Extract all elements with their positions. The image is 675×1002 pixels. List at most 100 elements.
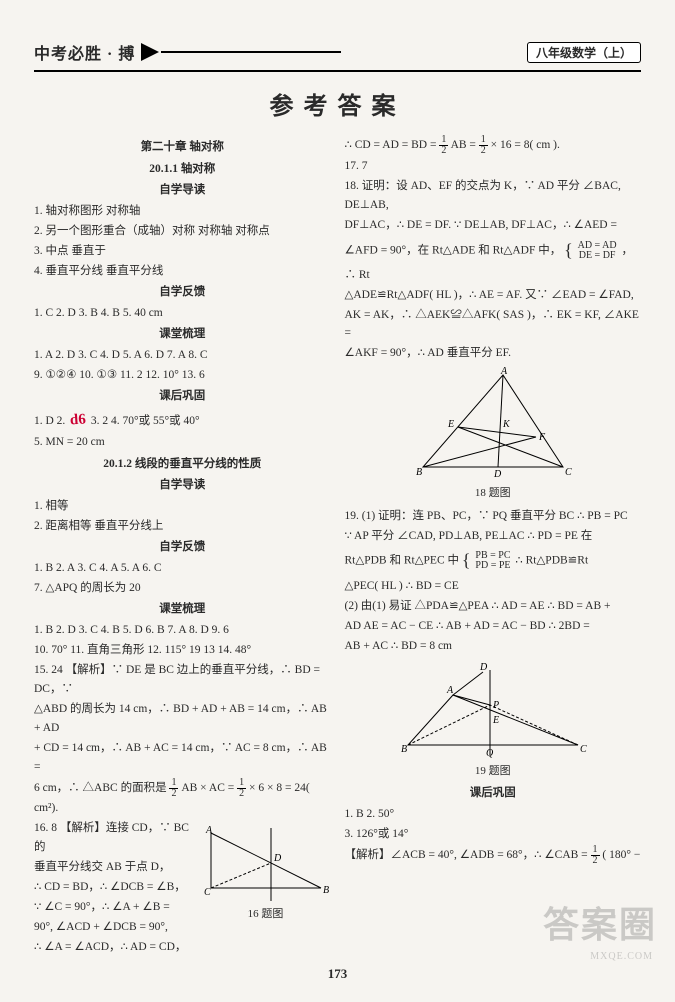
fraction: 12 — [439, 135, 448, 156]
text: AB × AC = — [181, 782, 234, 794]
header-left: 中考必胜 · 搏 — [34, 40, 341, 64]
text-line: ∴ CD = AD = BD = 12 AB = 12 × 16 = 8( cm… — [345, 135, 642, 156]
text-line: Rt△PDB 和 Rt△PEC 中 { PB = PC PD = PE ∴ Rt… — [345, 546, 642, 576]
fraction: 12 — [237, 778, 246, 799]
brand-text: 中考必胜 · 搏 — [34, 40, 135, 64]
brace-content: PB = PC PD = PE — [473, 551, 512, 571]
svg-text:E: E — [447, 419, 454, 430]
svg-text:D: D — [273, 853, 282, 864]
text: 6 cm，∴ △ABC 的面积是 — [34, 782, 167, 794]
subhead-khgg-r: 课后巩固 — [345, 784, 642, 803]
text: AB = — [451, 139, 476, 151]
svg-text:C: C — [580, 744, 587, 755]
text-line: 1. 相等 — [34, 497, 331, 516]
subhead-khgg: 课后巩固 — [34, 387, 331, 406]
svg-text:A: A — [500, 367, 508, 377]
text-line: 9. ①②④ 10. ①③ 11. 2 12. 10° 13. 6 — [34, 366, 331, 385]
text: 【解析】∠ACB = 40°, ∠ADB = 68°，∴ ∠CAB = — [345, 849, 588, 861]
text-line: 4. 垂直平分线 垂直平分线 — [34, 262, 331, 281]
subhead-ktsl-2: 课堂梳理 — [34, 600, 331, 619]
text-line: 19. (1) 证明：连 PB、PC，∵ PQ 垂直平分 BC ∴ PB = P… — [345, 507, 642, 526]
svg-text:C: C — [565, 467, 572, 478]
text-line: 5. MN = 20 cm — [34, 433, 331, 452]
arrow-icon — [141, 43, 159, 61]
right-column: ∴ CD = AD = BD = 12 AB = 12 × 16 = 8( cm… — [345, 135, 642, 958]
brace-icon: { — [462, 550, 471, 570]
stamp-icon: d6 — [69, 407, 87, 433]
brace-icon: { — [564, 240, 573, 260]
text: Rt△PDB 和 Rt△PEC 中 — [345, 555, 460, 567]
text: ∴ Rt△PDB≌Rt — [515, 555, 588, 567]
text: 1. D 2. — [34, 415, 65, 427]
figure-18: A B C D E F K 18 题图 — [345, 367, 642, 502]
text-line: 90°, ∠ACD + ∠DCB = 90°, — [34, 918, 195, 937]
text-line: AD AE = AC − CE ∴ AB + AD = AC − BD ∴ 2B… — [345, 617, 642, 636]
text-line: 2. 另一个图形重合（成轴）对称 对称轴 对称点 — [34, 222, 331, 241]
watermark-sub: MXQE.COM — [590, 951, 653, 962]
text: ∴ CD = AD = BD = — [345, 139, 437, 151]
fraction: 12 — [479, 135, 488, 156]
text-line: 垂直平分线交 AB 于点 D， — [34, 858, 195, 877]
text-line: 18. 证明：设 AD、EF 的交点为 K，∵ AD 平分 ∠BAC, DE⊥A… — [345, 177, 642, 215]
text-line: (2) 由(1) 易证 △PDA≌△PEA ∴ AD = AE ∴ BD = A… — [345, 597, 642, 616]
text-line: ∴ CD = BD，∴ ∠DCB = ∠B， — [34, 878, 195, 897]
section-title-2: 20.1.2 线段的垂直平分线的性质 — [34, 455, 331, 474]
brace-content: AD = AD DE = DF — [576, 241, 619, 261]
svg-text:B: B — [416, 467, 422, 478]
page: 中考必胜 · 搏 八年级数学（上） 参考答案 第二十章 轴对称 20.1.1 轴… — [0, 0, 675, 1002]
page-header: 中考必胜 · 搏 八年级数学（上） — [34, 40, 641, 72]
columns: 第二十章 轴对称 20.1.1 轴对称 自学导读 1. 轴对称图形 对称轴 2.… — [34, 135, 641, 958]
text-line: 7. △APQ 的周长为 20 — [34, 579, 331, 598]
chapter-title: 第二十章 轴对称 — [34, 138, 331, 157]
text-line: ∵ ∠C = 90°，∴ ∠A + ∠B = — [34, 898, 195, 917]
svg-text:C: C — [204, 887, 211, 898]
text-line: 6 cm，∴ △ABC 的面积是 12 AB × AC = 12 × 6 × 8… — [34, 778, 331, 818]
text-line: 17. 7 — [345, 157, 642, 176]
svg-text:B: B — [401, 744, 407, 755]
text-line: AB + AC ∴ BD = 8 cm — [345, 637, 642, 656]
fraction: 12 — [169, 778, 178, 799]
text-line: △ABD 的周长为 14 cm，∴ BD + AD + AB = 14 cm，∴… — [34, 700, 331, 738]
svg-text:D: D — [479, 662, 488, 673]
subhead-zxfk-2: 自学反馈 — [34, 538, 331, 557]
text-line: 15. 24 【解析】∵ DE 是 BC 边上的垂直平分线，∴ BD = DC，… — [34, 661, 331, 699]
text-line: 3. 126°或 14° — [345, 825, 642, 844]
text: ∠AFD = 90°，在 Rt△ADE 和 Rt△ADF 中， — [345, 244, 562, 256]
text-line: 1. B 2. 50° — [345, 805, 642, 824]
text-line: ∵ AP 平分 ∠CAD, PD⊥AB, PE⊥AC ∴ PD = PE 在 — [345, 527, 642, 546]
text: × 16 = 8( cm ). — [491, 139, 560, 151]
q16-text: 16. 8 【解析】连接 CD，∵ BC 的 垂直平分线交 AB 于点 D， ∴… — [34, 819, 195, 958]
text-line: ∠AKF = 90°，∴ AD 垂直平分 EF. — [345, 344, 642, 363]
left-column: 第二十章 轴对称 20.1.1 轴对称 自学导读 1. 轴对称图形 对称轴 2.… — [34, 135, 331, 958]
text-line: 1. D 2. d6 3. 2 4. 70°或 55°或 40° — [34, 408, 331, 433]
svg-text:P: P — [492, 700, 499, 711]
page-number: 173 — [34, 966, 641, 982]
text-line: 10. 70° 11. 直角三角形 12. 115° 19 13 14. 48° — [34, 641, 331, 660]
subhead-zxfk: 自学反馈 — [34, 283, 331, 302]
svg-text:K: K — [502, 419, 511, 430]
text: 3. 2 4. 70°或 55°或 40° — [91, 415, 200, 427]
subhead-zxdd: 自学导读 — [34, 181, 331, 200]
text-line: ∠AFD = 90°，在 Rt△ADE 和 Rt△ADF 中， { AD = A… — [345, 236, 642, 285]
figure-18-caption: 18 题图 — [345, 484, 642, 502]
header-rule — [161, 51, 341, 53]
figure-16-caption: 16 题图 — [201, 905, 331, 923]
text: ( 180° − — [602, 849, 640, 861]
text-line: 1. 轴对称图形 对称轴 — [34, 202, 331, 221]
svg-text:E: E — [492, 715, 499, 726]
text-line: 1. B 2. A 3. C 4. A 5. A 6. C — [34, 559, 331, 578]
figure-19-caption: 19 题图 — [345, 762, 642, 780]
text-line: △PEC( HL ) ∴ BD = CE — [345, 577, 642, 596]
subhead-zxdd-2: 自学导读 — [34, 476, 331, 495]
text-line: ∴ ∠A = ∠ACD，∴ AD = CD， — [34, 938, 195, 957]
figure-19: A B C D P E Q 19 题图 — [345, 660, 642, 780]
svg-text:B: B — [323, 885, 329, 896]
text-line: 1. C 2. D 3. B 4. B 5. 40 cm — [34, 304, 331, 323]
text-line: 1. B 2. D 3. C 4. B 5. D 6. B 7. A 8. D … — [34, 621, 331, 640]
grade-badge: 八年级数学（上） — [527, 42, 641, 63]
svg-text:A: A — [205, 825, 213, 836]
main-title: 参考答案 — [34, 86, 641, 121]
text-line: 【解析】∠ACB = 40°, ∠ADB = 68°，∴ ∠CAB = 12 (… — [345, 845, 642, 866]
svg-text:A: A — [446, 685, 454, 696]
text-line: DF⊥AC，∴ DE = DF. ∵ DE⊥AB, DF⊥AC，∴ ∠AED = — [345, 216, 642, 235]
